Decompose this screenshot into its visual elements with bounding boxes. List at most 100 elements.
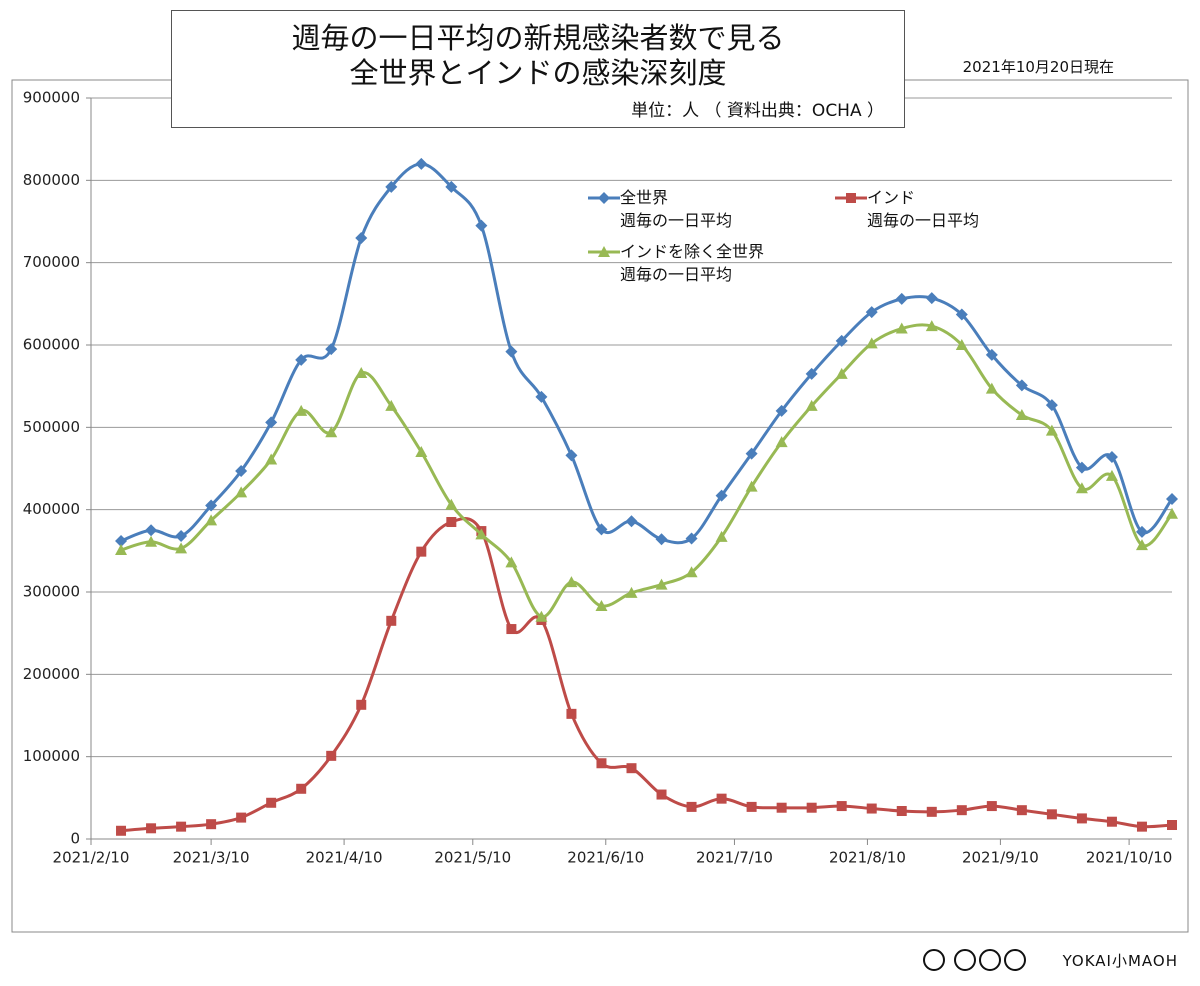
marker (265, 453, 278, 465)
annotation: 2021年10月20日現在 (962, 58, 1114, 76)
marker (385, 180, 398, 193)
y-tick-label: 400000 (23, 500, 80, 518)
marker (746, 801, 757, 812)
marker (715, 489, 728, 502)
marker (956, 805, 967, 816)
marker (866, 803, 877, 814)
marker (445, 498, 458, 510)
marker (235, 486, 248, 498)
marker (745, 480, 758, 492)
y-tick-label: 600000 (23, 336, 80, 354)
marker (565, 449, 578, 462)
marker (1046, 809, 1057, 820)
marker (386, 615, 397, 626)
marker (175, 530, 188, 543)
marker (1015, 379, 1028, 392)
marker (896, 806, 907, 817)
marker (475, 528, 488, 540)
marker (1135, 539, 1148, 551)
marker (1106, 816, 1117, 827)
marker (895, 322, 908, 334)
x-tick-label: 2021/2/10 (53, 849, 130, 867)
marker (835, 334, 848, 347)
marker (1136, 821, 1147, 832)
marker (986, 801, 997, 812)
marker (596, 758, 607, 769)
marker (205, 514, 218, 526)
marker (715, 530, 728, 542)
marker (325, 343, 338, 356)
marker (1015, 408, 1028, 420)
marker (295, 404, 308, 416)
marker (1166, 507, 1178, 519)
marker (595, 599, 608, 611)
marker (925, 320, 938, 332)
marker (655, 533, 668, 546)
y-tick-label: 200000 (23, 665, 80, 683)
marker (1076, 813, 1087, 824)
marker (1135, 525, 1148, 538)
chart-title: 週毎の一日平均の新規感染者数で見る 全世界とインドの感染深刻度 (171, 10, 905, 128)
marker (776, 802, 787, 813)
x-tick-label: 2021/4/10 (306, 849, 383, 867)
x-tick-label: 2021/10/10 (1086, 849, 1172, 867)
subtitle: 単位：人 （ 資料出典：OCHA ） (631, 101, 884, 121)
marker (1045, 424, 1058, 436)
marker (775, 404, 788, 417)
marker (595, 523, 608, 536)
y-tick-label: 100000 (23, 747, 80, 765)
marker (985, 348, 998, 361)
cc-icons (923, 949, 1026, 971)
marker (236, 812, 247, 823)
marker (416, 546, 427, 557)
marker (1075, 461, 1088, 474)
marker (445, 180, 458, 193)
marker (805, 367, 818, 380)
marker (506, 624, 517, 635)
y-tick-label: 700000 (23, 253, 80, 271)
marker (805, 399, 818, 411)
marker (1105, 469, 1118, 481)
marker (446, 517, 457, 528)
marker (806, 802, 817, 813)
legend-label: インド 週毎の一日平均 (867, 188, 980, 230)
chart-frame (11, 79, 1189, 933)
marker (505, 345, 518, 358)
marker (625, 586, 638, 598)
marker (865, 337, 878, 349)
marker (685, 532, 698, 545)
marker (356, 699, 367, 710)
marker (895, 292, 908, 305)
marker (116, 825, 127, 836)
y-tick-label: 800000 (23, 171, 80, 189)
marker (206, 819, 217, 830)
marker (475, 219, 488, 232)
marker (625, 515, 638, 528)
marker (535, 390, 548, 403)
marker (565, 576, 578, 588)
marker (1105, 450, 1118, 463)
marker (505, 556, 518, 568)
marker (205, 499, 218, 512)
marker (716, 793, 727, 804)
marker (685, 566, 698, 578)
marker (655, 578, 668, 590)
y-tick-label: 500000 (23, 418, 80, 436)
x-tick-label: 2021/8/10 (829, 849, 906, 867)
marker (145, 524, 158, 537)
marker (598, 246, 610, 257)
marker (775, 436, 788, 448)
marker (846, 193, 856, 203)
marker (326, 750, 337, 761)
marker (566, 708, 577, 719)
marker (1075, 482, 1088, 494)
marker (296, 783, 307, 794)
marker (1045, 399, 1058, 412)
x-tick-label: 2021/7/10 (696, 849, 773, 867)
marker (626, 763, 637, 774)
marker (145, 535, 158, 547)
marker (115, 534, 128, 547)
marker (355, 231, 368, 244)
marker (955, 339, 968, 350)
